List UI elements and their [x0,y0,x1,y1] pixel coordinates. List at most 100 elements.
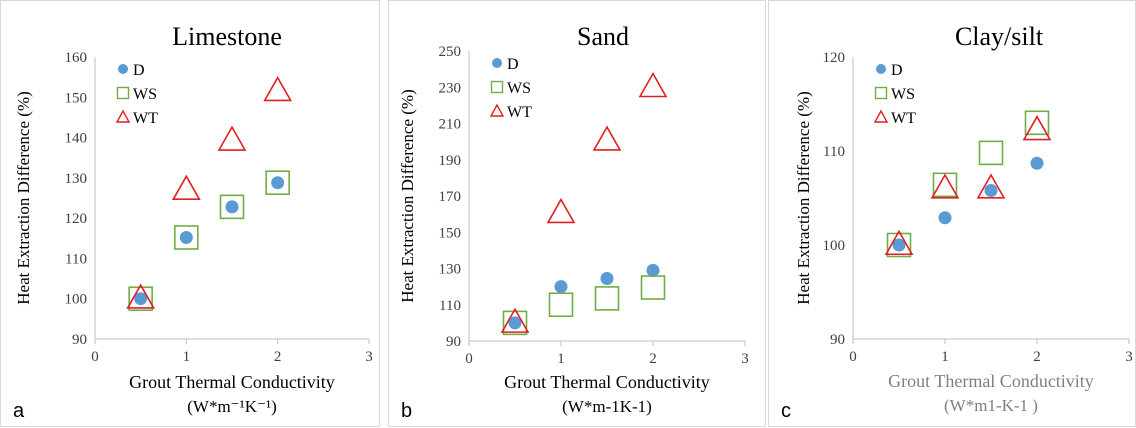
legend-label-d: D [891,62,903,79]
y-tick-label: 90 [830,332,845,348]
x-axis-label: Grout Thermal Conductivity [888,371,1094,391]
x-tick-label: 1 [941,349,949,365]
legend-label-ws: WS [133,86,157,103]
chart-title: Clay/silt [955,22,1044,51]
point-wt [930,173,960,199]
x-tick-label: 3 [1125,349,1133,365]
y-tick-label: 140 [65,131,88,147]
point-ws [640,275,666,300]
point-ws [978,140,1004,166]
legend-marker-wt [489,103,505,117]
point-wt [884,229,914,256]
x-tick-label: 0 [465,351,473,367]
point-wt [171,174,201,200]
point-d [1030,156,1044,170]
y-tick-label: 190 [439,153,462,169]
legend-label-wt: WT [133,110,158,127]
y-tick-label: 150 [439,225,462,241]
point-wt [638,71,668,98]
y-tick-label: 160 [65,50,88,66]
legend-label-ws: WS [507,80,531,97]
y-tick-label: 100 [823,238,846,254]
legend-marker-ws [874,86,888,100]
chart-panel-limestone: Limestone 90 100 110 120 130 140 150 160 0 1 2 3 Heat… [0,0,380,427]
y-tick-label: 130 [65,171,88,187]
chart-panel-sand: Sand 90 110 130 150 170 190 210 230 250 0 1 2 3 Heat E… [388,0,766,427]
chart-title: Sand [577,22,629,51]
point-d [646,263,660,277]
point-d [938,211,952,225]
y-tick-label: 110 [65,251,87,267]
legend: D WS WT [115,62,158,127]
point-ws [502,310,528,336]
legend-label-wt: WT [507,104,532,121]
chart-clay-silt: Clay/silt 90 100 110 120 0 1 2 3 Heat Extraction … [781,22,1133,422]
point-wt [1022,115,1052,141]
chart-sand: Sand 90 110 130 150 170 190 210 230 250 0 1 2 3 Heat E… [398,22,749,422]
y-tick-label: 100 [65,292,88,308]
point-wt [592,125,622,151]
y-tick-label: 90 [446,334,461,350]
legend-marker-ws [490,80,504,94]
point-wt [500,307,530,333]
point-ws [265,170,290,195]
y-tick-label: 90 [72,332,87,348]
x-axis-unit-label: (W*m-1K-1) [562,397,652,416]
legend-label-d: D [507,56,519,73]
x-tick-label: 3 [741,351,749,367]
y-tick-label: 210 [439,117,462,133]
x-axis-label: Grout Thermal Conductivity [129,372,335,392]
panel-letter: a [13,400,25,422]
x-tick-label: 0 [91,349,99,365]
x-tick-label: 2 [274,349,282,365]
point-d [271,176,285,190]
x-tick-label: 2 [649,351,657,367]
x-axis-label: Grout Thermal Conductivity [504,372,710,392]
y-tick-label: 130 [439,262,462,278]
legend: D WS WT [873,62,916,127]
point-ws [219,194,245,220]
point-ws [174,225,199,250]
legend: D WS WT [489,56,532,121]
y-axis-label: Heat Extraction Difference (%) [398,89,417,303]
point-wt [546,197,576,224]
x-axis-unit-label: (W*m⁻¹K⁻¹) [187,397,277,416]
y-tick-label: 250 [439,44,462,60]
point-d [554,280,568,294]
x-tick-label: 0 [849,349,857,365]
point-d [179,230,193,244]
point-ws [128,286,153,312]
legend-marker-d [118,64,128,74]
y-tick-label: 230 [439,80,462,96]
point-wt [126,283,156,309]
chart-title: Limestone [172,22,282,51]
point-d [984,183,998,197]
point-ws [932,172,958,198]
legend-marker-wt [115,109,131,123]
legend-marker-d [492,58,502,68]
point-wt [976,173,1006,199]
point-wt [263,75,293,102]
chart-panel-clay-silt: Clay/silt 90 100 110 120 0 1 2 3 Heat Extraction … [768,0,1136,427]
y-axis-label: Heat Extraction Difference (%) [794,91,813,305]
point-d [508,316,522,330]
y-tick-label: 120 [65,211,88,227]
y-tick-label: 150 [65,90,88,106]
x-tick-label: 1 [557,351,565,367]
legend-label-d: D [133,62,145,79]
legend-label-ws: WS [891,86,915,103]
legend-marker-d [876,64,886,74]
point-wt [217,125,247,151]
legend-label-wt: WT [891,110,916,127]
y-axis-label: Heat Extraction Difference (%) [14,91,33,305]
y-tick-label: 120 [823,50,846,66]
point-d [600,271,614,285]
y-tick-label: 110 [439,298,461,314]
x-tick-label: 1 [183,349,191,365]
y-tick-label: 170 [439,189,462,205]
legend-marker-ws [116,86,130,100]
point-d [892,238,906,252]
point-ws [1024,110,1050,136]
chart-limestone: Limestone 90 100 110 120 130 140 150 160 0 1 2 3 Heat… [13,22,373,422]
point-ws [594,286,620,311]
